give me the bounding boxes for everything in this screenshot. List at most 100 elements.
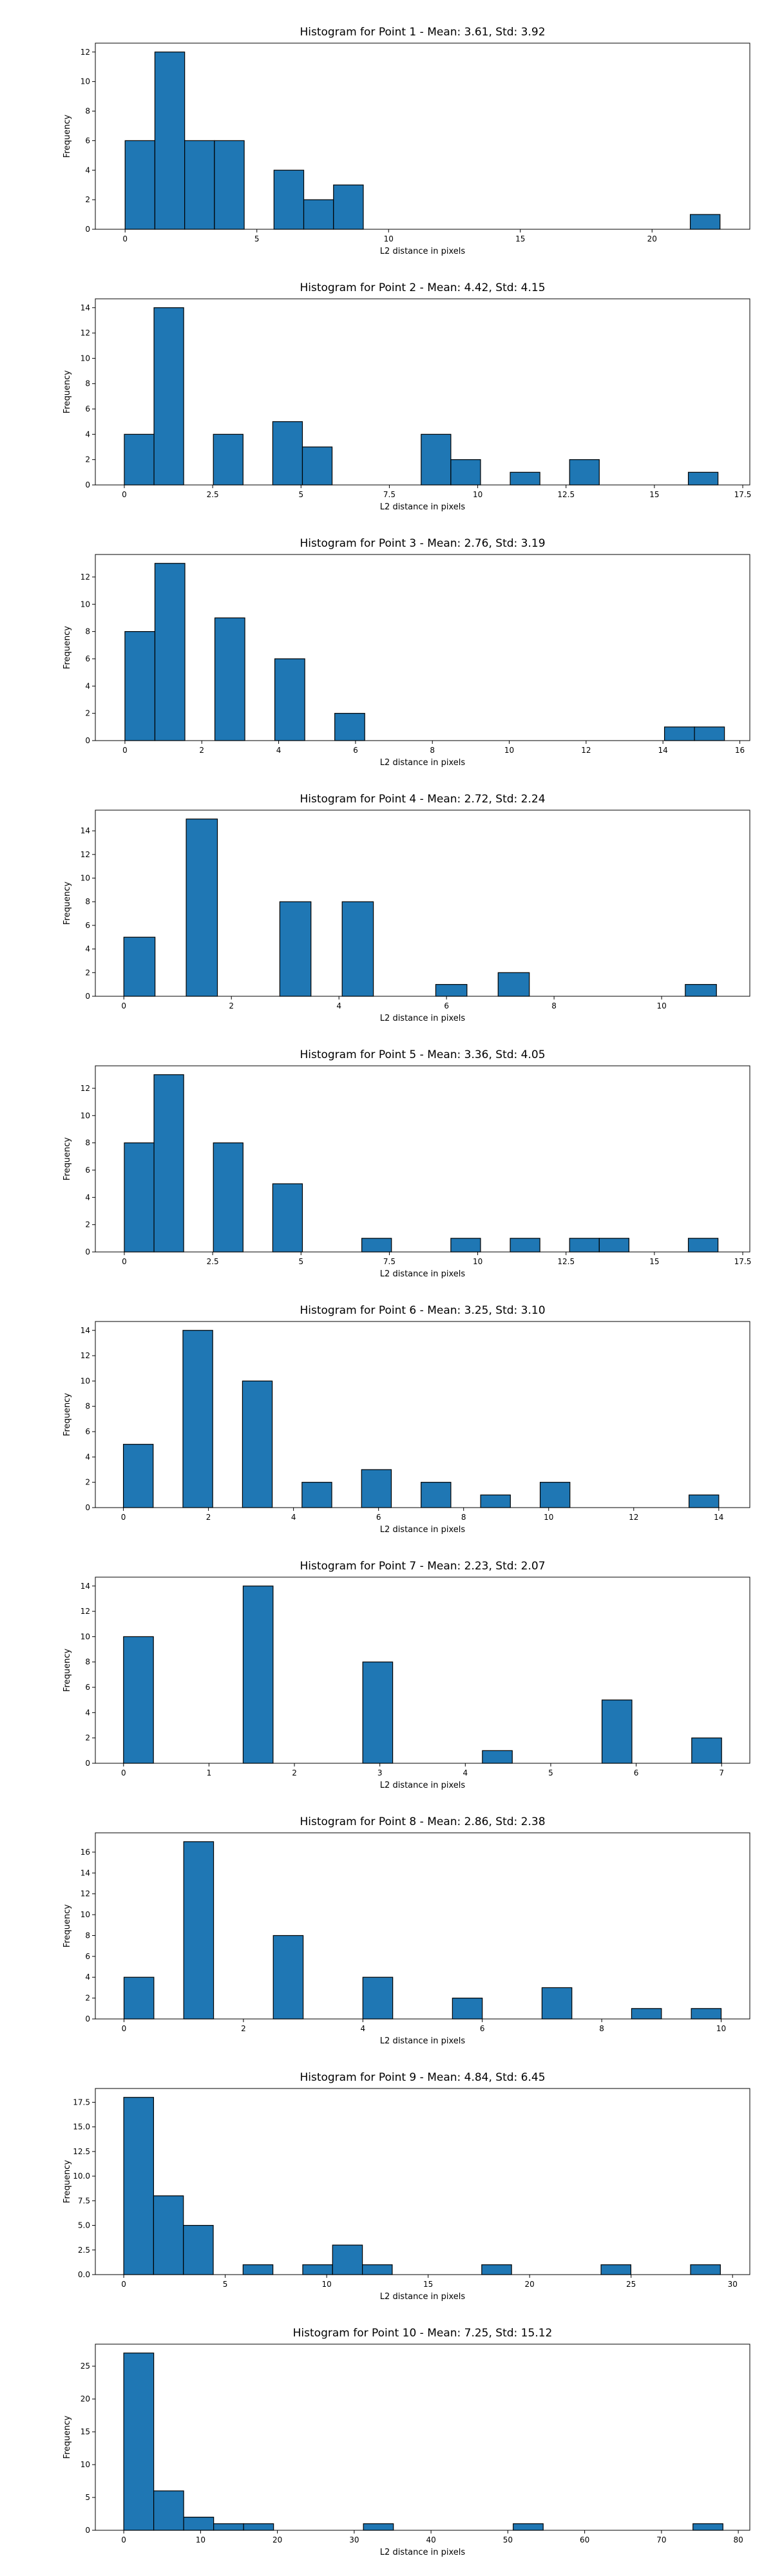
chart-title: Histogram for Point 9 - Mean: 4.84, Std:… bbox=[300, 2071, 545, 2084]
histogram-bar bbox=[480, 1494, 511, 1508]
histogram-bar bbox=[273, 169, 305, 230]
x-tick-label: 2.5 bbox=[207, 490, 219, 499]
y-tick-label: 5 bbox=[85, 2493, 90, 2502]
x-axis-label: L2 distance in pixels bbox=[380, 247, 466, 256]
x-tick-label: 8 bbox=[551, 1001, 557, 1010]
histogram-bar bbox=[153, 2195, 184, 2275]
chart-panel-10: Histogram for Point 10 - Mean: 7.25, Std… bbox=[62, 2327, 750, 2557]
histogram-bar bbox=[450, 1238, 481, 1253]
y-tick-label: 12 bbox=[81, 48, 90, 57]
x-tick-label: 8 bbox=[430, 746, 435, 755]
y-tick-label: 15.0 bbox=[73, 2123, 90, 2132]
histogram-bar bbox=[242, 2264, 274, 2275]
histogram-bar bbox=[689, 214, 721, 230]
y-tick-label: 8 bbox=[85, 379, 90, 388]
y-tick-label: 6 bbox=[85, 1952, 90, 1961]
y-tick-label: 7.5 bbox=[78, 2196, 90, 2205]
chart-title: Histogram for Point 10 - Mean: 7.25, Std… bbox=[293, 2327, 553, 2340]
histogram-bar bbox=[694, 726, 725, 741]
histogram-bar bbox=[242, 1380, 273, 1508]
y-tick-label: 10 bbox=[81, 600, 90, 609]
plot-frame bbox=[95, 810, 750, 997]
x-tick-label: 10 bbox=[384, 234, 394, 243]
histogram-bar bbox=[421, 433, 452, 486]
histogram-bar bbox=[183, 1841, 215, 2020]
y-tick-label: 14 bbox=[81, 826, 90, 835]
x-tick-label: 4 bbox=[336, 1001, 341, 1010]
x-axis-label: L2 distance in pixels bbox=[380, 1269, 466, 1279]
y-tick-label: 6 bbox=[85, 921, 90, 930]
histogram-bar bbox=[362, 1976, 394, 2020]
histogram-bar bbox=[510, 471, 540, 486]
y-tick-label: 8 bbox=[85, 1139, 90, 1148]
x-tick-label: 10 bbox=[473, 1257, 482, 1266]
histogram-bar bbox=[213, 2523, 244, 2531]
histogram-bar bbox=[690, 2264, 721, 2275]
x-tick-label: 6 bbox=[444, 1001, 449, 1010]
plot-frame bbox=[95, 43, 750, 230]
y-tick-label: 4 bbox=[85, 1452, 90, 1461]
histogram-bar bbox=[154, 52, 186, 230]
y-tick-label: 14 bbox=[81, 303, 90, 312]
histogram-bar bbox=[631, 2008, 662, 2020]
chart-title: Histogram for Point 2 - Mean: 4.42, Std:… bbox=[300, 281, 545, 294]
chart-panel-7: Histogram for Point 7 - Mean: 2.23, Std:… bbox=[62, 1560, 750, 1790]
histogram-bar bbox=[182, 1330, 213, 1508]
chart-title: Histogram for Point 4 - Mean: 2.72, Std:… bbox=[300, 793, 545, 806]
x-tick-label: 30 bbox=[349, 2535, 359, 2544]
plot-frame bbox=[95, 1321, 750, 1508]
x-tick-label: 2.5 bbox=[207, 1257, 219, 1266]
histogram-bar bbox=[124, 433, 155, 486]
x-tick-label: 0 bbox=[122, 2024, 127, 2033]
histogram-bar bbox=[274, 658, 305, 741]
histogram-bar bbox=[301, 1482, 332, 1508]
y-tick-label: 8 bbox=[85, 1931, 90, 1940]
histogram-bar bbox=[184, 140, 215, 230]
x-tick-label: 4 bbox=[360, 2024, 365, 2033]
histogram-bar bbox=[122, 1444, 154, 1508]
y-tick-label: 0 bbox=[85, 480, 90, 489]
y-tick-label: 8 bbox=[85, 897, 90, 906]
y-tick-label: 12 bbox=[81, 850, 90, 859]
x-tick-label: 0 bbox=[122, 746, 128, 755]
histogram-bar bbox=[600, 2264, 631, 2275]
x-tick-label: 70 bbox=[656, 2535, 666, 2544]
x-tick-label: 20 bbox=[272, 2535, 282, 2544]
x-tick-label: 5 bbox=[298, 1257, 303, 1266]
histogram-bar bbox=[361, 2264, 393, 2275]
x-tick-label: 0 bbox=[121, 1001, 126, 1010]
histogram-bar bbox=[685, 984, 717, 997]
x-tick-label: 2 bbox=[229, 1001, 234, 1010]
x-axis-label: L2 distance in pixels bbox=[380, 2548, 466, 2557]
y-tick-label: 14 bbox=[81, 1582, 90, 1591]
x-tick-label: 5 bbox=[223, 2280, 228, 2289]
y-tick-label: 2 bbox=[85, 455, 90, 464]
plot-frame bbox=[95, 1065, 750, 1253]
x-tick-label: 6 bbox=[634, 1768, 639, 1777]
x-tick-label: 2 bbox=[199, 746, 204, 755]
y-tick-label: 0 bbox=[85, 2014, 90, 2023]
y-tick-label: 0 bbox=[85, 1247, 90, 1256]
x-tick-label: 50 bbox=[503, 2535, 513, 2544]
x-tick-label: 0 bbox=[121, 1768, 126, 1777]
x-tick-label: 20 bbox=[525, 2280, 535, 2289]
x-tick-label: 15 bbox=[649, 1257, 659, 1266]
plot-frame bbox=[95, 554, 750, 741]
y-tick-label: 10 bbox=[81, 1376, 90, 1385]
y-axis-label: Frequency bbox=[62, 1137, 72, 1180]
chart-title: Histogram for Point 5 - Mean: 3.36, Std:… bbox=[300, 1048, 545, 1061]
histogram-bar bbox=[421, 1482, 452, 1508]
y-tick-label: 4 bbox=[85, 166, 90, 175]
histogram-bar bbox=[361, 1238, 392, 1253]
y-tick-label: 12 bbox=[81, 328, 90, 337]
chart-panel-6: Histogram for Point 6 - Mean: 3.25, Std:… bbox=[62, 1304, 750, 1535]
histogram-bar bbox=[435, 984, 468, 997]
histogram-bar bbox=[691, 1738, 722, 1764]
histogram-bar bbox=[687, 471, 719, 486]
y-tick-label: 10 bbox=[81, 1910, 90, 1919]
histogram-bar bbox=[497, 972, 530, 997]
y-tick-label: 15 bbox=[81, 2427, 90, 2436]
x-tick-label: 8 bbox=[599, 2024, 604, 2033]
y-tick-label: 8 bbox=[85, 627, 90, 636]
